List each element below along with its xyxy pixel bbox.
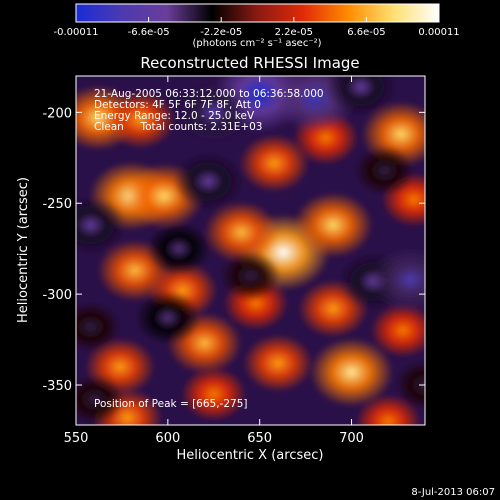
source-negative: [76, 374, 125, 425]
plot-area: 550 600 650 700 -200 -250 -300 -350: [42, 75, 426, 446]
colorbar-tick-label: 2.2e-05: [275, 27, 313, 38]
source-negative: [176, 81, 252, 144]
y-tick-label: -350: [42, 379, 72, 394]
colorbar-tick-label: 0.00011: [418, 27, 459, 38]
source-positive: [309, 337, 394, 407]
source-negative: [394, 359, 425, 411]
source-positive: [243, 334, 314, 393]
source-negative: [370, 246, 425, 313]
info-clean-counts: Clean Total counts: 2.31E+03: [94, 121, 263, 133]
source-positive: [204, 201, 279, 264]
plot-frame: [75, 75, 426, 426]
x-tick-label: 650: [247, 431, 272, 446]
y-tick-label: -250: [42, 197, 72, 212]
source-negative: [146, 221, 212, 276]
chart-title: Reconstructed RHESSI Image: [140, 54, 359, 72]
info-detectors: Detectors: 4F 5F 6F 7F 8F, Att 0: [94, 99, 261, 111]
x-tick-label: 600: [155, 431, 180, 446]
y-tick-label: -300: [42, 288, 72, 303]
source-positive: [105, 90, 176, 149]
footer-timestamp: 8-Jul-2013 06:07: [411, 487, 495, 498]
info-time-range: 21-Aug-2005 06:33:12.000 to 06:36:58.000: [94, 88, 324, 100]
source-positive: [370, 303, 425, 358]
source-positive: [293, 192, 373, 258]
colorbar-gradient: [75, 3, 440, 23]
info-block: 21-Aug-2005 06:33:12.000 to 06:36:58.000…: [94, 88, 324, 133]
source-negative: [76, 196, 126, 254]
source-negative: [354, 145, 415, 196]
source-positive: [181, 367, 247, 422]
source-negative: [173, 152, 244, 211]
colorbar-units: (photons cm⁻² s⁻¹ asec⁻²): [192, 38, 321, 49]
colorbar: -0.00011 -6.6e-05 -2.2e-05 2.2e-05 6.6e-05 0.…: [54, 3, 460, 49]
colorbar-tick-label: -2.2e-05: [200, 27, 242, 38]
colorbar-tick-label: -0.00011: [54, 27, 99, 38]
colorbar-tick-label: -6.6e-05: [128, 27, 170, 38]
y-axis-label: Heliocentric Y (arcsec): [16, 177, 31, 323]
x-axis-label: Heliocentric X (arcsec): [177, 448, 324, 463]
colorbar-tick-label: 6.6e-05: [347, 27, 385, 38]
source-positive: [239, 134, 310, 193]
info-energy-range: Energy Range: 12.0 - 25.0 keV: [94, 110, 255, 122]
x-tick-label: 700: [339, 431, 364, 446]
x-tick-label: 550: [64, 431, 89, 446]
source-negative: [220, 250, 281, 302]
peak-position-label: Position of Peak = [665,-275]: [94, 398, 248, 410]
source-negative: [76, 301, 122, 352]
y-tick-label: -200: [42, 106, 72, 121]
source-negative: [325, 76, 396, 116]
source-negative: [135, 290, 201, 345]
